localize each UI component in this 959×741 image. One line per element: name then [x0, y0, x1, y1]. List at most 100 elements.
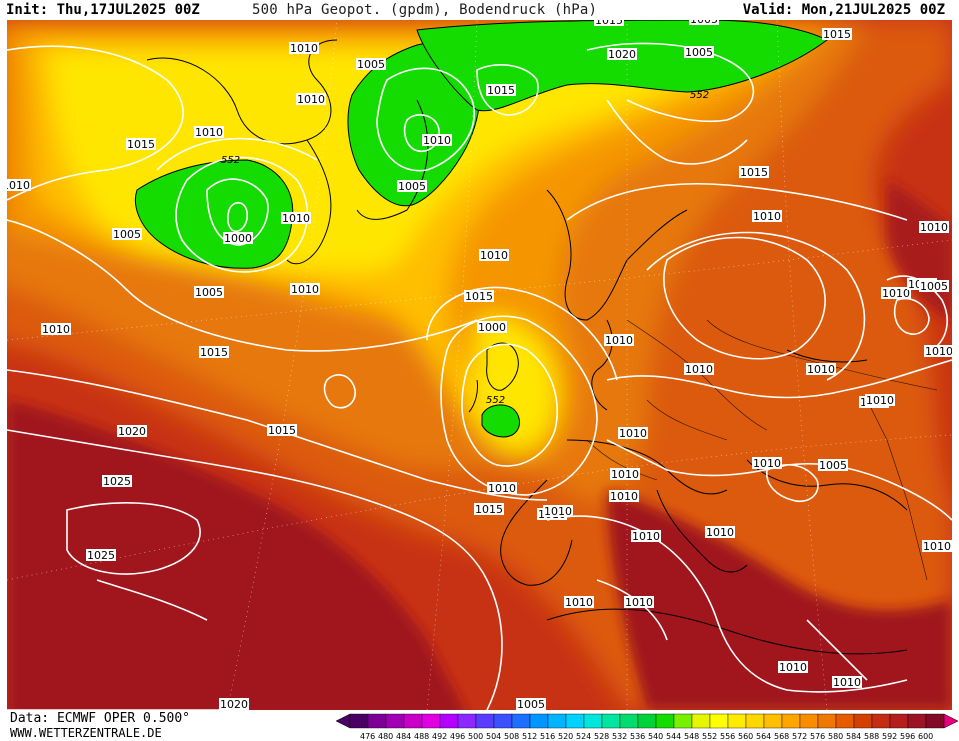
legend-swatch	[511, 713, 531, 729]
isobar-label-bg	[631, 530, 661, 542]
legend-tick-label: 508	[504, 732, 519, 740]
legend-swatch	[727, 713, 747, 729]
legend-tick-label: 552	[702, 732, 717, 740]
legend-swatch	[871, 713, 891, 729]
isobar-label: 1010	[195, 126, 223, 139]
isobar-label-bg	[112, 228, 142, 240]
isobar-label-bg	[356, 58, 386, 70]
isobar-label-bg	[479, 249, 509, 261]
isobar-label: 1015	[823, 28, 851, 41]
isobar-label-bg	[922, 540, 952, 552]
legend-tick-label: 576	[810, 732, 825, 740]
isobar-label-bg	[624, 596, 654, 608]
isobar-label: 1005	[113, 228, 141, 241]
isobar-label-bg	[194, 286, 224, 298]
isobar-label: 1020	[608, 48, 636, 61]
isobar-label: 1015	[465, 290, 493, 303]
legend-tick-label: 556	[720, 732, 735, 740]
legend-tick-label: 524	[576, 732, 591, 740]
isobar-label-bg	[752, 457, 782, 469]
legend-arrow-right	[943, 713, 958, 729]
legend-swatch	[421, 713, 441, 729]
isobar-label: 1005	[690, 20, 718, 26]
legend-tick-label: 528	[594, 732, 609, 740]
legend-swatch	[583, 713, 603, 729]
isobar-label-bg	[609, 490, 639, 502]
legend-swatch	[691, 713, 711, 729]
legend-swatch	[619, 713, 639, 729]
legend-tick-label: 548	[684, 732, 699, 740]
isobar-label-bg	[604, 334, 634, 346]
legend-swatch	[925, 713, 945, 729]
legend-swatch	[637, 713, 657, 729]
map-title: 500 hPa Geopot. (gpdm), Bodendruck (hPa)	[252, 2, 598, 18]
isobar-label: 1010	[685, 363, 713, 376]
isobar-label-bg	[689, 20, 719, 25]
country-borders	[586, 319, 938, 581]
legend-swatch	[439, 713, 459, 729]
isobar-label: 1010	[866, 394, 894, 407]
isobar-label: 1010	[291, 283, 319, 296]
isobar-label: 1010	[753, 210, 781, 223]
legend-tick-label: 568	[774, 732, 789, 740]
isobar-label: 1015	[475, 503, 503, 516]
isobar-label-bg	[281, 212, 311, 224]
isobar-label-bg	[607, 48, 637, 60]
isobar-label: 1010	[779, 661, 807, 674]
isobar-label: 1000	[224, 232, 252, 245]
legend-tick-label: 592	[882, 732, 897, 740]
isobar-label-bg	[865, 394, 895, 406]
init-time: Init: Thu,17JUL2025 00Z	[6, 2, 200, 18]
isobar-label: 1015	[200, 346, 228, 359]
isobar-label-bg	[684, 46, 714, 58]
legend-tick-label: 496	[450, 732, 465, 740]
isobar-label: 1005	[195, 286, 223, 299]
isobar-label: 1020	[118, 425, 146, 438]
legend-tick-label: 516	[540, 732, 555, 740]
isobar-label-bg	[822, 28, 852, 40]
isobar-label: 1025	[103, 475, 131, 488]
isobar-label-bg	[594, 20, 624, 26]
isobar-label-bg	[397, 180, 427, 192]
isobar-label-bg	[610, 468, 640, 480]
contour-label: 552	[221, 155, 240, 166]
legend-swatch	[907, 713, 927, 729]
legend-swatch	[385, 713, 405, 729]
isobar-label: 1010	[7, 179, 30, 192]
isobar-label-bg	[477, 321, 507, 333]
legend-swatch	[745, 713, 765, 729]
isobar-label: 1015	[595, 20, 623, 27]
isobar-label: 1010	[480, 249, 508, 262]
legend-tick-label: 504	[486, 732, 501, 740]
isobar-label-bg	[223, 232, 253, 244]
isobar-label-bg	[919, 280, 949, 292]
isobar-label-bg	[564, 596, 594, 608]
isobar-label: 1010	[925, 345, 952, 358]
legend-swatch	[475, 713, 495, 729]
legend-swatch	[673, 713, 693, 729]
isobar-label-bg	[117, 425, 147, 437]
isobar-label-bg	[818, 459, 848, 471]
legend-tick-label: 564	[756, 732, 771, 740]
isobar-label-bg	[924, 345, 952, 357]
isobar-label: 1010	[625, 596, 653, 609]
contour-label: 552	[690, 90, 709, 101]
isobar-label: 1010	[605, 334, 633, 347]
isobar-label: 1010	[488, 482, 516, 495]
isobar-label: 1010	[807, 363, 835, 376]
legend-swatch	[781, 713, 801, 729]
isobar-label-bg	[464, 290, 494, 302]
isobar-label-bg	[126, 138, 156, 150]
isobar-label-bg	[487, 482, 517, 494]
legend-tick-label: 476	[360, 732, 375, 740]
isobar-label-bg	[705, 526, 735, 538]
isobar-label-bg	[41, 323, 71, 335]
graticule	[7, 20, 952, 710]
trough-uk	[481, 404, 520, 438]
isobar-label-bg	[474, 503, 504, 515]
header-bar: Init: Thu,17JUL2025 00Z 500 hPa Geopot. …	[0, 0, 959, 20]
legend-tick-label: 488	[414, 732, 429, 740]
legend-tick-label: 536	[630, 732, 645, 740]
isobar-label-bg	[919, 221, 949, 233]
legend-swatch	[601, 713, 621, 729]
